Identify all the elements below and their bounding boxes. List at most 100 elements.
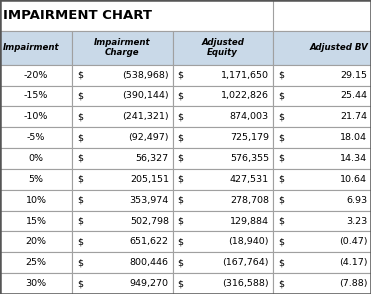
Text: $: $: [278, 91, 284, 101]
Bar: [273, 273, 371, 294]
Text: 502,798: 502,798: [130, 217, 169, 225]
Text: Impairment
Charge: Impairment Charge: [94, 38, 151, 57]
Text: $: $: [78, 237, 83, 246]
Text: 15%: 15%: [26, 217, 47, 225]
Text: $: $: [78, 217, 83, 225]
Text: 10%: 10%: [26, 196, 47, 205]
Text: $: $: [278, 175, 284, 184]
Text: (316,588): (316,588): [222, 279, 269, 288]
Bar: [72, 211, 173, 231]
Bar: [0, 86, 72, 106]
Text: Impairment: Impairment: [3, 43, 60, 52]
Bar: [0, 169, 72, 190]
Text: $: $: [278, 237, 284, 246]
Text: 21.74: 21.74: [340, 112, 367, 121]
Text: -5%: -5%: [27, 133, 45, 142]
Bar: [72, 169, 173, 190]
Text: 5%: 5%: [29, 175, 44, 184]
Bar: [72, 106, 173, 127]
Bar: [173, 252, 273, 273]
Bar: [173, 148, 273, 169]
Bar: [273, 31, 371, 65]
Text: Adjusted BV: Adjusted BV: [309, 43, 368, 52]
Text: 129,884: 129,884: [230, 217, 269, 225]
Text: IMPAIRMENT CHART: IMPAIRMENT CHART: [3, 9, 152, 22]
Bar: [0, 65, 72, 86]
Bar: [173, 169, 273, 190]
Bar: [173, 106, 273, 127]
Text: (92,497): (92,497): [128, 133, 169, 142]
Bar: [0, 190, 72, 211]
Text: 25%: 25%: [26, 258, 47, 267]
Text: (241,321): (241,321): [122, 112, 169, 121]
Bar: [0, 0, 371, 31]
Text: $: $: [178, 175, 184, 184]
Bar: [173, 273, 273, 294]
Text: $: $: [178, 154, 184, 163]
Text: (538,968): (538,968): [122, 71, 169, 80]
Text: $: $: [78, 71, 83, 80]
Bar: [0, 231, 72, 252]
Text: $: $: [78, 154, 83, 163]
Bar: [0, 273, 72, 294]
Text: 1,171,650: 1,171,650: [221, 71, 269, 80]
Text: (0.47): (0.47): [339, 237, 367, 246]
Bar: [173, 65, 273, 86]
Text: $: $: [278, 217, 284, 225]
Bar: [173, 86, 273, 106]
Text: 427,531: 427,531: [230, 175, 269, 184]
Bar: [0, 106, 72, 127]
Bar: [0, 31, 72, 65]
Text: $: $: [178, 279, 184, 288]
Text: -15%: -15%: [24, 91, 48, 101]
Text: 18.04: 18.04: [340, 133, 367, 142]
Text: 25.44: 25.44: [340, 91, 367, 101]
Bar: [173, 231, 273, 252]
Text: $: $: [78, 175, 83, 184]
Bar: [273, 148, 371, 169]
Text: 651,622: 651,622: [130, 237, 169, 246]
Text: (4.17): (4.17): [339, 258, 367, 267]
Text: $: $: [278, 154, 284, 163]
Text: 3.23: 3.23: [346, 217, 367, 225]
Text: 30%: 30%: [26, 279, 47, 288]
Text: 29.15: 29.15: [340, 71, 367, 80]
Text: 0%: 0%: [29, 154, 44, 163]
Bar: [173, 211, 273, 231]
Text: 56,327: 56,327: [136, 154, 169, 163]
Text: $: $: [278, 133, 284, 142]
Bar: [72, 31, 173, 65]
Text: $: $: [278, 112, 284, 121]
Bar: [273, 252, 371, 273]
Text: Adjusted
Equity: Adjusted Equity: [201, 38, 244, 57]
Text: 6.93: 6.93: [346, 196, 367, 205]
Text: $: $: [178, 112, 184, 121]
Text: $: $: [78, 279, 83, 288]
Bar: [273, 106, 371, 127]
Bar: [72, 65, 173, 86]
Text: (18,940): (18,940): [229, 237, 269, 246]
Bar: [273, 127, 371, 148]
Bar: [72, 231, 173, 252]
Text: 10.64: 10.64: [340, 175, 367, 184]
Text: $: $: [178, 91, 184, 101]
Bar: [273, 190, 371, 211]
Bar: [0, 127, 72, 148]
Text: (167,764): (167,764): [223, 258, 269, 267]
Text: 874,003: 874,003: [230, 112, 269, 121]
Bar: [273, 0, 371, 31]
Bar: [72, 86, 173, 106]
Text: 205,151: 205,151: [130, 175, 169, 184]
Text: (390,144): (390,144): [122, 91, 169, 101]
Bar: [72, 190, 173, 211]
Text: (7.88): (7.88): [339, 279, 367, 288]
Text: $: $: [178, 196, 184, 205]
Text: $: $: [278, 196, 284, 205]
Text: $: $: [178, 71, 184, 80]
Text: $: $: [178, 258, 184, 267]
Text: 949,270: 949,270: [130, 279, 169, 288]
Bar: [273, 231, 371, 252]
Text: $: $: [278, 71, 284, 80]
Bar: [72, 127, 173, 148]
Text: 800,446: 800,446: [130, 258, 169, 267]
